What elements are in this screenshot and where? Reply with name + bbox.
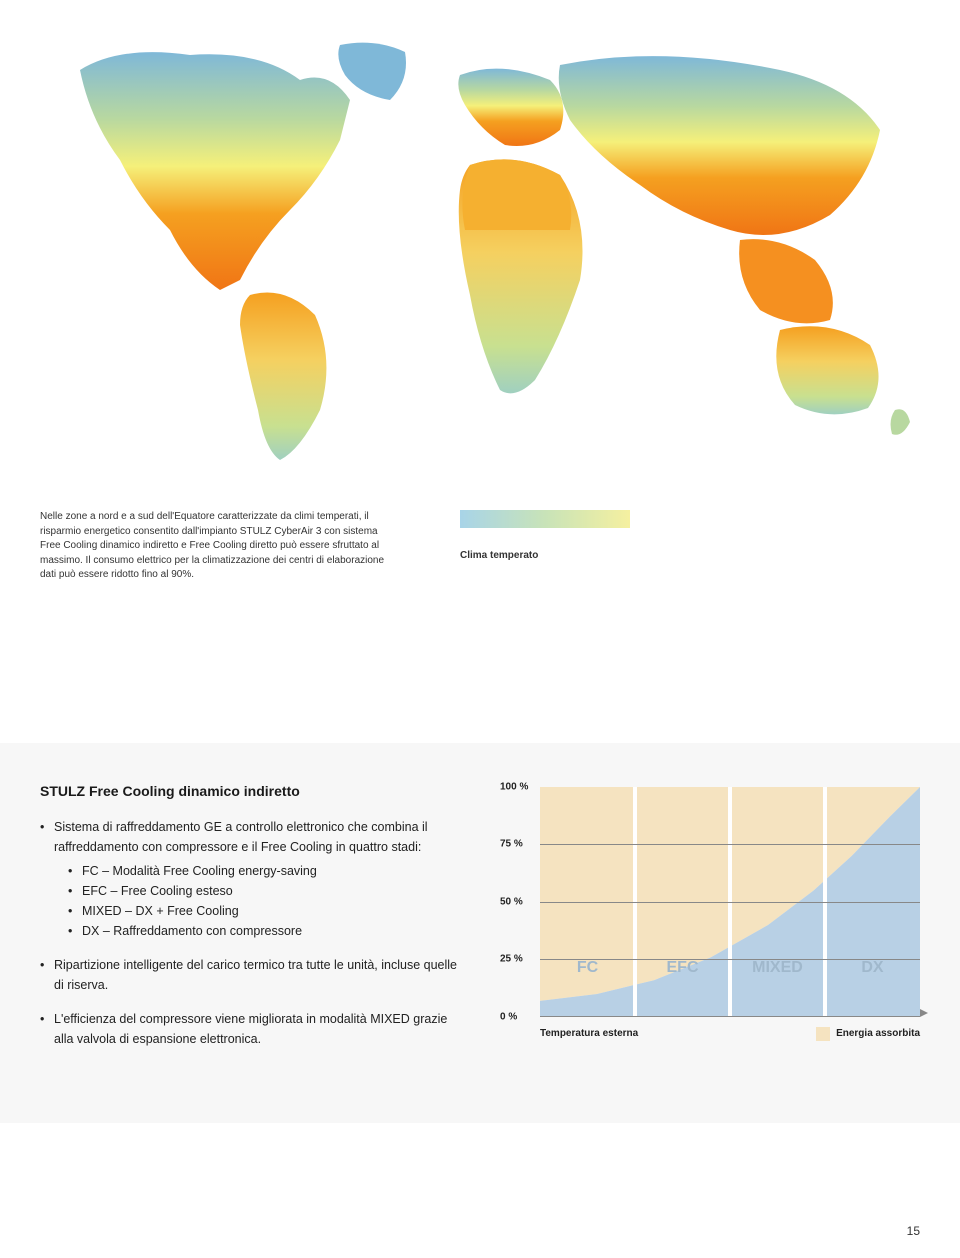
sub-item: MIXED – DX + Free Cooling <box>68 901 460 921</box>
world-map-svg <box>40 30 920 470</box>
y-tick-label: 25 % <box>500 954 523 965</box>
y-tick-label: 100 % <box>500 781 528 792</box>
caption-row: Nelle zone a nord e a sud dell'Equatore … <box>0 480 960 583</box>
bullet-text: Sistema di raffreddamento GE a controllo… <box>54 820 428 854</box>
legend-label: Clima temperato <box>460 550 630 561</box>
world-map <box>40 30 920 470</box>
continent-north-america <box>80 52 350 290</box>
bullet-item: Ripartizione intelligente del carico ter… <box>40 955 460 995</box>
legend-bar <box>460 510 630 528</box>
zone-label: MIXED <box>730 959 825 977</box>
energy-legend-swatch <box>816 1027 830 1041</box>
energy-legend-label: Energia assorbita <box>836 1028 920 1039</box>
continent-se-asia <box>739 239 833 323</box>
continent-africa-top <box>462 159 571 230</box>
zone-label: FC <box>540 959 635 977</box>
continent-australia <box>776 326 878 414</box>
bullet-list: Sistema di raffreddamento GE a controllo… <box>40 817 460 1049</box>
map-legend: Clima temperato <box>460 510 630 583</box>
section-title: STULZ Free Cooling dinamico indiretto <box>40 783 460 799</box>
map-caption: Nelle zone a nord e a sud dell'Equatore … <box>40 510 400 583</box>
chart-column: 100 % 75 % 50 % 25 % 0 % FCEFCMIXEDDX Tempera… <box>500 783 920 1063</box>
continent-nz <box>891 409 910 435</box>
text-column: STULZ Free Cooling dinamico indiretto Si… <box>40 783 460 1063</box>
x-axis-label: Temperatura esterna <box>540 1028 816 1039</box>
y-tick-label: 50 % <box>500 896 523 907</box>
sub-item: FC – Modalità Free Cooling energy-saving <box>68 861 460 881</box>
continent-south-america <box>240 293 326 461</box>
continent-europe <box>458 69 563 146</box>
sub-list: FC – Modalità Free Cooling energy-saving… <box>54 861 460 941</box>
bullet-item: L'efficienza del compressore viene migli… <box>40 1009 460 1049</box>
chart-plot: 100 %75 %50 %25 %0 %FCEFCMIXEDDX <box>540 787 920 1017</box>
map-section <box>0 0 960 480</box>
y-tick-label: 0 % <box>500 1011 517 1022</box>
bullet-item: Sistema di raffreddamento GE a controllo… <box>40 817 460 941</box>
chart-footer: Temperatura esterna Energia assorbita <box>540 1027 920 1041</box>
y-tick-label: 75 % <box>500 839 523 850</box>
continent-greenland <box>338 43 406 100</box>
energy-chart: 100 %75 %50 %25 %0 %FCEFCMIXEDDX Tempera… <box>500 787 920 1041</box>
sub-item: EFC – Free Cooling esteso <box>68 881 460 901</box>
sub-item: DX – Raffreddamento con compressore <box>68 921 460 941</box>
zone-label: DX <box>825 959 920 977</box>
continent-asia <box>559 56 880 235</box>
lower-section: STULZ Free Cooling dinamico indiretto Si… <box>0 743 960 1123</box>
zone-label: EFC <box>635 959 730 977</box>
page-number: 15 <box>907 1224 920 1238</box>
